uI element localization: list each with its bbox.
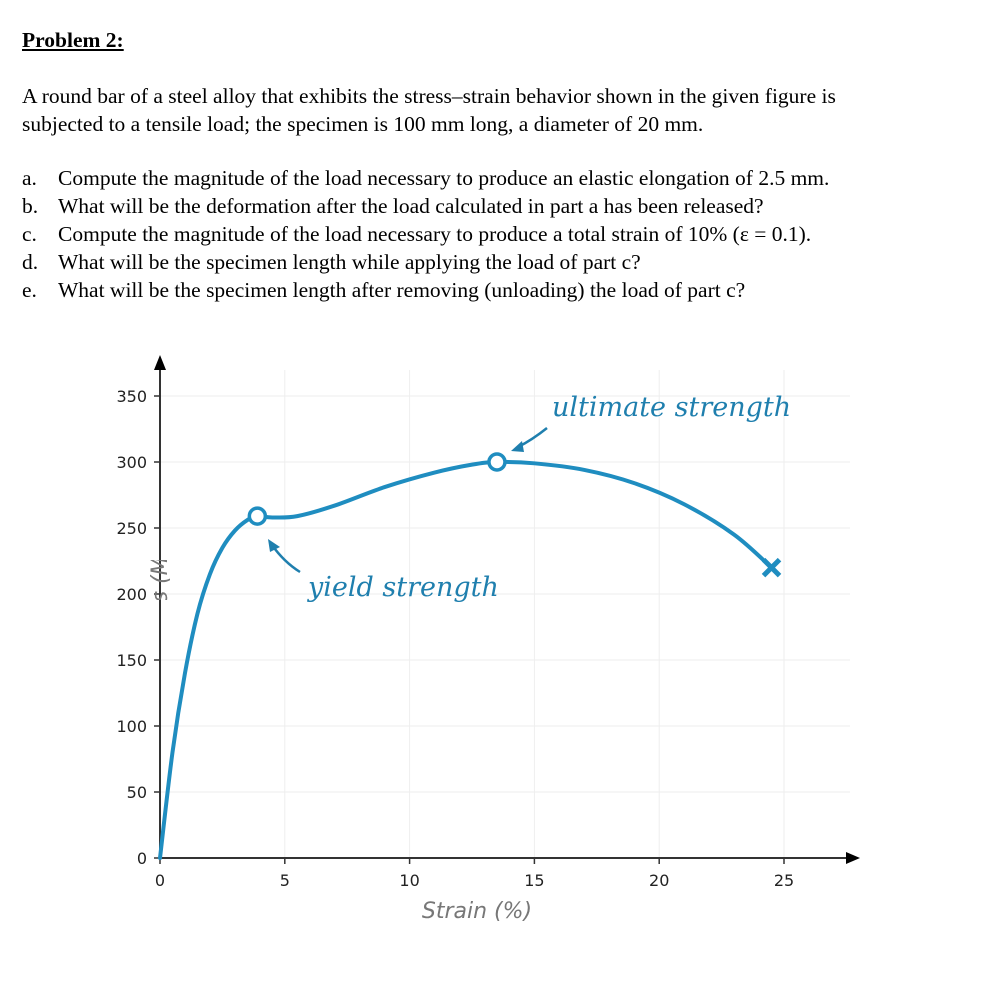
y-tick-label: 150 — [116, 651, 147, 670]
question-text: What will be the specimen length after r… — [58, 278, 746, 302]
problem-intro-line-1: A round bar of a steel alloy that exhibi… — [22, 84, 836, 108]
fracture-x-icon — [761, 557, 782, 578]
stress-strain-curve — [158, 459, 774, 860]
y-tick-label: 250 — [116, 519, 147, 538]
question-marker: e. — [22, 278, 37, 302]
y-tick-label: 0 — [137, 849, 147, 868]
y-tick-label: 200 — [116, 585, 147, 604]
x-tick-label: 15 — [524, 871, 544, 890]
x-tick-label: 20 — [649, 871, 669, 890]
x-tick-label: 25 — [774, 871, 794, 890]
question-text: Compute the magnitude of the load necess… — [58, 166, 830, 190]
y-axis-label: Stress (MPa) — [148, 560, 173, 600]
y-axis-arrow-icon — [154, 355, 166, 370]
yield-arrow-icon — [270, 544, 301, 574]
question-marker: d. — [22, 250, 39, 274]
question-marker: c. — [22, 222, 37, 246]
question-d: d. What will be the specimen length while… — [22, 248, 641, 276]
y-tick-label: 350 — [116, 387, 147, 406]
y-tick-label: 100 — [116, 717, 147, 736]
question-a: a. Compute the magnitude of the load nece… — [22, 164, 829, 192]
question-text: Compute the magnitude of the load necess… — [58, 222, 812, 246]
ultimate-arrowhead-icon — [511, 441, 524, 452]
question-text: What will be the specimen length while a… — [58, 250, 641, 274]
x-tick-label: 5 — [280, 871, 290, 890]
x-axis-label: Strain (%) — [422, 899, 532, 924]
x-tick-label: 0 — [155, 871, 165, 890]
x-tick-label: 10 — [399, 871, 419, 890]
question-text: What will be the deformation after the l… — [58, 194, 764, 218]
yield-strength-label: yield strength — [307, 572, 499, 603]
question-c: c. Compute the magnitude of the load nece… — [22, 220, 811, 248]
question-b: b. What will be the deformation after the… — [22, 192, 764, 220]
yield-arrowhead-icon — [268, 539, 280, 552]
problem-intro-line-2: subjected to a tensile load; the specime… — [22, 112, 704, 136]
problem-title: Problem 2: — [22, 28, 124, 52]
question-marker: a. — [22, 166, 37, 190]
x-axis-arrow-icon — [846, 852, 860, 864]
question-marker: b. — [22, 194, 39, 218]
question-e: e. What will be the specimen length after… — [22, 276, 745, 304]
point-marker — [487, 452, 507, 472]
y-axis-label-clip: Stress (MPa) — [58, 560, 258, 600]
y-tick-label: 50 — [127, 783, 147, 802]
ultimate-strength-label: ultimate strength — [552, 392, 791, 423]
point-marker — [247, 506, 268, 526]
y-tick-label: 300 — [116, 453, 147, 472]
